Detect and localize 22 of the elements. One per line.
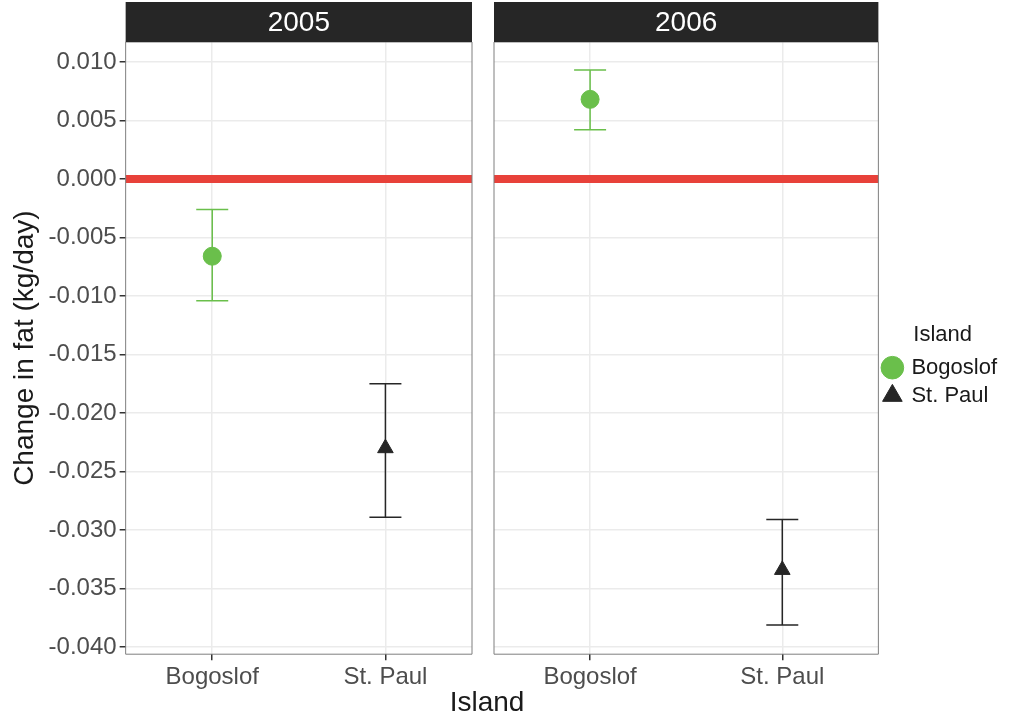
legend-label: St. Paul [911,381,989,407]
y-tick-label: -0.040 [48,631,117,659]
chart-title: 2005 [267,5,330,37]
x-tick-label: Bogoslof [165,662,260,690]
y-tick-label: 0.010 [56,46,117,74]
legend-label: Bogoslof [911,353,998,379]
y-tick-label: -0.010 [48,280,117,308]
y-tick-label: -0.005 [48,222,117,250]
y-tick-label: 0.005 [56,105,117,133]
legend-title: Island [913,321,973,347]
x-tick-label: St. Paul [740,662,825,690]
x-axis-title: Island [449,686,525,717]
y-tick-label: -0.030 [48,514,117,542]
y-tick-label: 0.000 [56,163,117,191]
y-tick-label: -0.025 [48,456,117,484]
chart-title: 2006 [655,5,718,37]
x-tick-label: St. Paul [343,662,428,690]
y-tick-label: -0.015 [48,339,117,367]
y-tick-label: -0.020 [48,397,117,425]
y-axis-title: Change in fat (kg/day) [7,210,39,486]
y-tick-label: -0.035 [48,573,117,601]
x-tick-label: Bogoslof [543,662,638,690]
